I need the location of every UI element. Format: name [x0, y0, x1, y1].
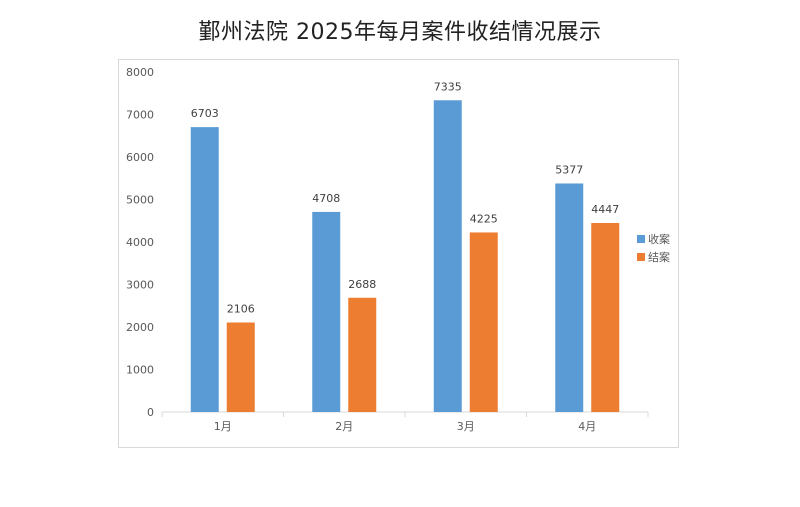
bar-received	[190, 127, 219, 412]
bar-received	[312, 211, 341, 412]
y-tick-label: 0	[147, 406, 154, 419]
y-tick-label: 5000	[126, 194, 154, 207]
y-tick-label: 1000	[126, 364, 154, 377]
legend-swatch	[637, 253, 645, 261]
x-tick-label: 1月	[214, 420, 232, 433]
chart-title: 鄞州法院 2025年每月案件收结情况展示	[198, 20, 602, 45]
bar-received	[555, 183, 584, 412]
y-tick-label: 6000	[126, 151, 154, 164]
x-tick-label: 4月	[578, 420, 596, 433]
y-tick-label: 2000	[126, 321, 154, 334]
bar-closed	[591, 223, 620, 412]
bar-closed	[469, 232, 498, 412]
data-label: 2106	[227, 302, 255, 315]
data-label: 6703	[191, 107, 219, 120]
data-label: 4225	[470, 212, 498, 225]
data-label: 4708	[312, 192, 340, 205]
y-tick-label: 8000	[126, 66, 154, 79]
bar-received	[433, 100, 462, 412]
chart-frame	[118, 59, 679, 448]
legend-swatch	[637, 235, 645, 243]
bar-closed	[226, 322, 255, 412]
data-label: 4447	[591, 203, 619, 216]
y-tick-label: 7000	[126, 109, 154, 122]
x-tick-label: 3月	[457, 420, 475, 433]
legend-label: 收案	[648, 232, 670, 246]
data-label: 2688	[348, 278, 376, 291]
data-label: 7335	[434, 80, 462, 93]
y-tick-label: 3000	[126, 279, 154, 292]
bar-closed	[348, 297, 377, 412]
legend-label: 结案	[648, 250, 670, 264]
x-tick-label: 2月	[335, 420, 353, 433]
data-label: 5377	[555, 163, 583, 176]
y-tick-label: 4000	[126, 236, 154, 249]
